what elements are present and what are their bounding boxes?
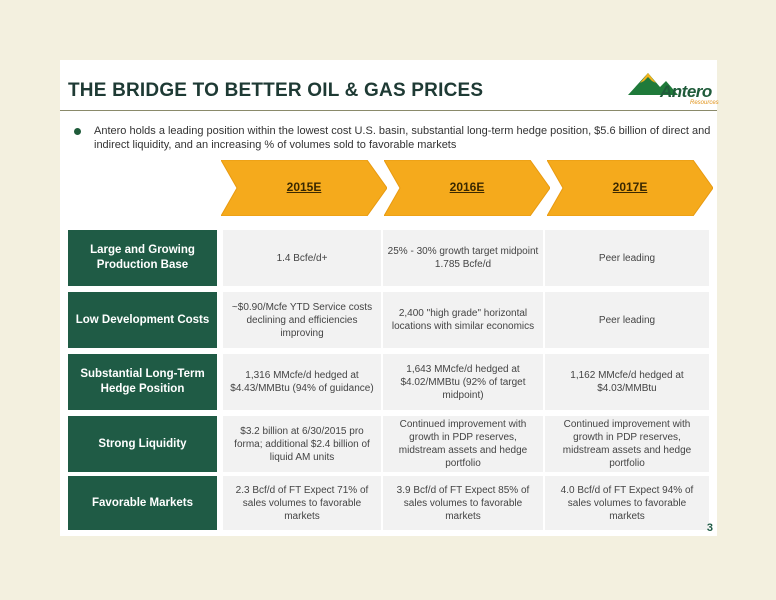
table-cell: 3.9 Bcf/d of FT Expect 85% of sales volu… (383, 476, 543, 530)
title-divider (60, 110, 717, 111)
summary-text: Antero holds a leading position within t… (94, 125, 711, 151)
table-cell: 1,316 MMcfe/d hedged at $4.43/MMBtu (94%… (223, 354, 381, 410)
table-cell: 1,162 MMcfe/d hedged at $4.03/MMBtu (545, 354, 709, 410)
logo-wordmark: Antero (660, 82, 712, 101)
year-arrow-2017: 2017E (547, 160, 713, 216)
row-header: Favorable Markets (68, 476, 217, 530)
table-cell: Peer leading (545, 292, 709, 348)
table-cell: 1.4 Bcfe/d+ (223, 230, 381, 286)
page-number: 3 (706, 522, 713, 534)
table-cell: ~$0.90/Mcfe YTD Service costs declining … (223, 292, 381, 348)
bullet-dot-icon (74, 128, 81, 135)
table-cell: Continued improvement with growth in PDP… (383, 416, 543, 472)
table-row: Large and Growing Production Base 1.4 Bc… (68, 230, 709, 286)
row-header: Substantial Long-Term Hedge Position (68, 354, 217, 410)
row-header: Low Development Costs (68, 292, 217, 348)
mountain-logo-icon (628, 73, 678, 95)
table-row: Substantial Long-Term Hedge Position 1,3… (68, 354, 709, 410)
antero-logo: Antero Resources (626, 69, 719, 106)
chevron-arrow-icon (384, 160, 550, 216)
year-arrow-2016: 2016E (384, 160, 550, 216)
slide-title: THE BRIDGE TO BETTER OIL & GAS PRICES (68, 80, 484, 101)
table-row: Low Development Costs ~$0.90/Mcfe YTD Se… (68, 292, 709, 348)
table-cell: Peer leading (545, 230, 709, 286)
year-arrow-2015: 2015E (221, 160, 387, 216)
table-cell: 2,400 "high grade" horizontal locations … (383, 292, 543, 348)
row-header: Large and Growing Production Base (68, 230, 217, 286)
chevron-arrow-icon (547, 160, 713, 216)
logo-subtext: Resources (690, 100, 719, 106)
year-label: 2017E (612, 180, 648, 194)
table-cell: Continued improvement with growth in PDP… (545, 416, 709, 472)
year-label: 2016E (449, 180, 485, 194)
row-header: Strong Liquidity (68, 416, 217, 472)
table-cell: 25% - 30% growth target midpoint 1.785 B… (383, 230, 543, 286)
table-row: Favorable Markets 2.3 Bcf/d of FT Expect… (68, 476, 709, 530)
chevron-arrow-icon (221, 160, 387, 216)
table-cell: 4.0 Bcf/d of FT Expect 94% of sales volu… (545, 476, 709, 530)
table-cell: 1,643 MMcfe/d hedged at $4.02/MMBtu (92%… (383, 354, 543, 410)
table-cell: $3.2 billion at 6/30/2015 pro forma; add… (223, 416, 381, 472)
table-cell: 2.3 Bcf/d of FT Expect 71% of sales volu… (223, 476, 381, 530)
year-label: 2015E (286, 180, 322, 194)
table-row: Strong Liquidity $3.2 billion at 6/30/20… (68, 416, 709, 472)
slide: THE BRIDGE TO BETTER OIL & GAS PRICES An… (60, 60, 719, 536)
